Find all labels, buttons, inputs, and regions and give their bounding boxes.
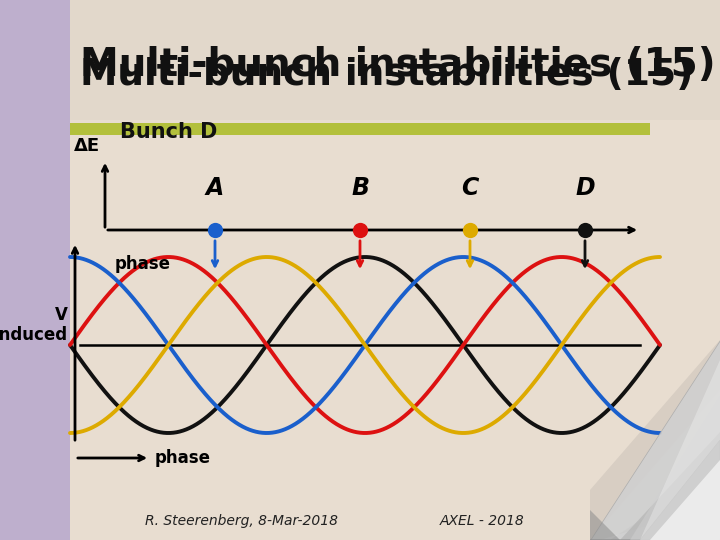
Polygon shape [620,432,720,540]
Bar [70,123,650,135]
Text: phase: phase [155,449,211,467]
Polygon shape [590,510,620,540]
Text: V
induced: V induced [0,306,68,345]
Bar [70,0,720,120]
Text: C: C [462,176,479,200]
Text: D: D [575,176,595,200]
Text: B: B [351,176,369,200]
Text: Multi-bunch instabilities (15): Multi-bunch instabilities (15) [80,57,693,93]
Text: AXEL - 2018: AXEL - 2018 [440,514,525,528]
Polygon shape [600,504,720,540]
Polygon shape [650,460,720,540]
Polygon shape [640,360,720,540]
Text: A: A [206,176,224,200]
Polygon shape [590,440,720,540]
Text: R. Steerenberg, 8-Mar-2018: R. Steerenberg, 8-Mar-2018 [145,514,338,528]
Polygon shape [0,0,70,540]
Polygon shape [590,340,720,540]
Text: Bunch D: Bunch D [120,122,217,142]
Text: Multi-bunch instabilities (15): Multi-bunch instabilities (15) [80,46,716,84]
Text: phase: phase [115,255,171,273]
Text: ΔE: ΔE [74,137,100,155]
Polygon shape [590,340,720,540]
Polygon shape [610,468,720,540]
Polygon shape [630,396,720,540]
